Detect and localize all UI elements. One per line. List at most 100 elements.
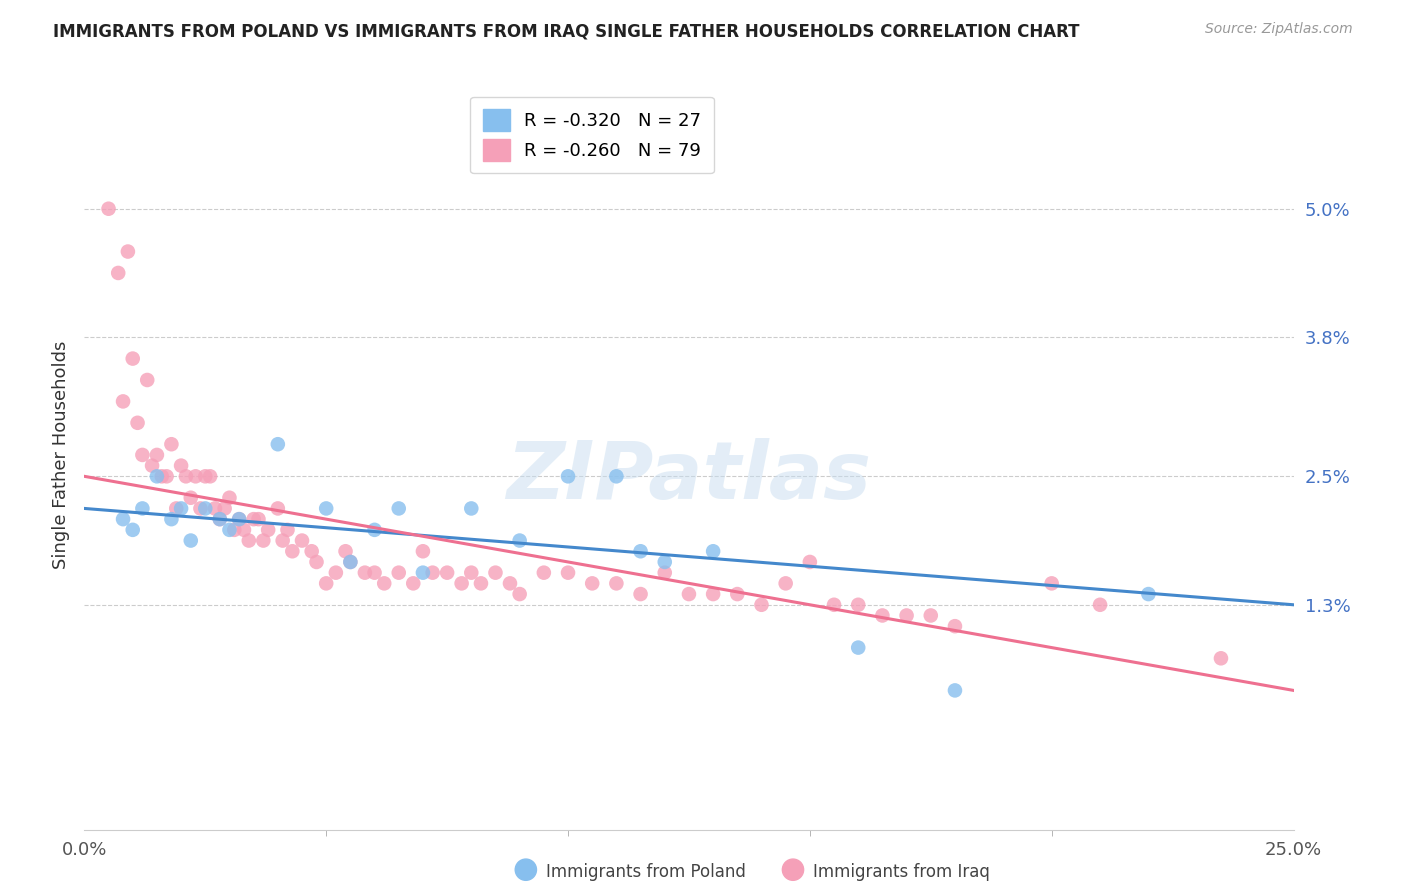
Point — [499, 576, 522, 591]
Point — [920, 608, 942, 623]
Point — [208, 512, 231, 526]
Legend: R = -0.320   N = 27, R = -0.260   N = 79: R = -0.320 N = 27, R = -0.260 N = 79 — [470, 97, 714, 173]
Point — [155, 469, 177, 483]
Circle shape — [515, 859, 537, 880]
Point — [228, 512, 250, 526]
Point — [1088, 598, 1111, 612]
Point — [117, 244, 139, 259]
Point — [315, 576, 337, 591]
Point — [208, 512, 231, 526]
Point — [112, 512, 135, 526]
Point — [121, 351, 143, 366]
Point — [557, 469, 579, 483]
Point — [224, 523, 246, 537]
Point — [218, 491, 240, 505]
Point — [136, 373, 159, 387]
Point — [654, 555, 676, 569]
Point — [315, 501, 337, 516]
Point — [146, 469, 169, 483]
Point — [141, 458, 163, 473]
Text: IMMIGRANTS FROM POLAND VS IMMIGRANTS FROM IRAQ SINGLE FATHER HOUSEHOLDS CORRELAT: IMMIGRANTS FROM POLAND VS IMMIGRANTS FRO… — [53, 22, 1080, 40]
Point — [605, 576, 627, 591]
Point — [1040, 576, 1063, 591]
Circle shape — [782, 859, 804, 880]
Text: Immigrants from Iraq: Immigrants from Iraq — [813, 863, 990, 881]
Point — [267, 501, 290, 516]
Point — [557, 566, 579, 580]
Point — [276, 523, 298, 537]
Point — [121, 523, 143, 537]
Point — [1209, 651, 1232, 665]
Point — [107, 266, 129, 280]
Point — [450, 576, 472, 591]
Point — [267, 437, 290, 451]
Point — [846, 598, 869, 612]
Y-axis label: Single Father Households: Single Father Households — [52, 341, 70, 569]
Point — [751, 598, 773, 612]
Point — [363, 566, 385, 580]
Point — [335, 544, 357, 558]
Point — [301, 544, 323, 558]
Point — [305, 555, 328, 569]
Point — [190, 501, 212, 516]
Point — [354, 566, 377, 580]
Point — [678, 587, 700, 601]
Point — [363, 523, 385, 537]
Point — [702, 544, 724, 558]
Point — [605, 469, 627, 483]
Point — [131, 501, 153, 516]
Point — [460, 566, 482, 580]
Point — [271, 533, 294, 548]
Point — [823, 598, 845, 612]
Point — [509, 587, 531, 601]
Point — [725, 587, 748, 601]
Point — [233, 523, 256, 537]
Point — [533, 566, 555, 580]
Point — [184, 469, 207, 483]
Point — [702, 587, 724, 601]
Point — [581, 576, 603, 591]
Point — [436, 566, 458, 580]
Point — [339, 555, 361, 569]
Point — [460, 501, 482, 516]
Point — [238, 533, 260, 548]
Text: Source: ZipAtlas.com: Source: ZipAtlas.com — [1205, 22, 1353, 37]
Point — [160, 512, 183, 526]
Point — [170, 458, 193, 473]
Point — [422, 566, 444, 580]
Point — [146, 448, 169, 462]
Point — [112, 394, 135, 409]
Point — [194, 469, 217, 483]
Point — [170, 501, 193, 516]
Point — [470, 576, 492, 591]
Point — [257, 523, 280, 537]
Point — [630, 544, 652, 558]
Point — [204, 501, 226, 516]
Point — [654, 566, 676, 580]
Point — [252, 533, 274, 548]
Point — [896, 608, 918, 623]
Point — [291, 533, 314, 548]
Point — [160, 437, 183, 451]
Point — [97, 202, 120, 216]
Text: Immigrants from Poland: Immigrants from Poland — [546, 863, 745, 881]
Point — [509, 533, 531, 548]
Point — [1137, 587, 1160, 601]
Point — [943, 683, 966, 698]
Point — [630, 587, 652, 601]
Point — [131, 448, 153, 462]
Point — [339, 555, 361, 569]
Point — [402, 576, 425, 591]
Point — [412, 544, 434, 558]
Point — [388, 566, 411, 580]
Point — [150, 469, 173, 483]
Point — [180, 491, 202, 505]
Point — [846, 640, 869, 655]
Point — [325, 566, 347, 580]
Point — [247, 512, 270, 526]
Point — [775, 576, 797, 591]
Point — [127, 416, 149, 430]
Point — [228, 512, 250, 526]
Point — [194, 501, 217, 516]
Text: ZIPatlas: ZIPatlas — [506, 438, 872, 516]
